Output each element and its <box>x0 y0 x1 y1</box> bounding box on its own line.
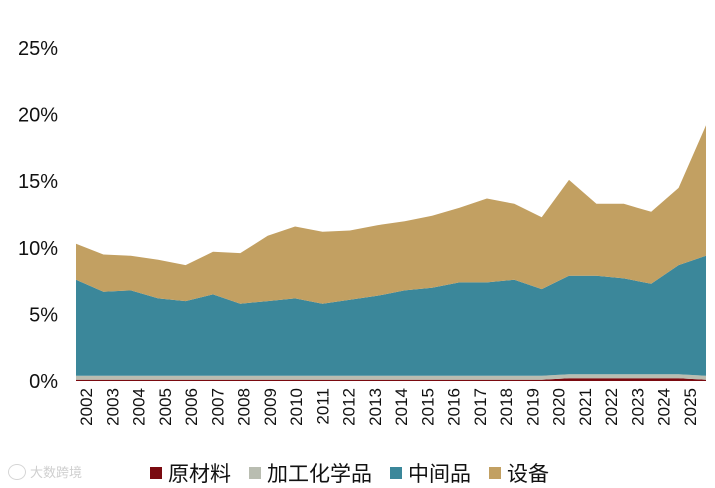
plot-area <box>76 125 706 381</box>
x-tick-label: 2019 <box>523 388 542 426</box>
legend-swatch <box>390 467 402 479</box>
x-tick-label: 2003 <box>103 388 122 426</box>
x-tick-label: 2024 <box>655 388 674 426</box>
x-tick-label: 2011 <box>313 388 332 425</box>
y-tick-label: 10% <box>18 238 58 260</box>
legend-item-equipment: 设备 <box>489 458 549 488</box>
legend-swatch <box>489 467 501 479</box>
x-tick-label: 2008 <box>235 388 254 426</box>
legend-label: 设备 <box>507 462 549 486</box>
x-axis: 2002 2003 2004 2005 2006 2007 2008 2009 2010 2011… <box>77 388 700 426</box>
area-series-1 <box>76 374 706 380</box>
x-tick-label: 2025 <box>681 388 700 426</box>
legend: 原材料 加工化学品 中间品 设备 <box>150 458 549 488</box>
x-tick-label: 2020 <box>550 388 569 426</box>
watermark: 大数跨境 <box>8 462 82 481</box>
legend-label: 加工化学品 <box>267 462 372 486</box>
x-tick-label: 2004 <box>130 388 149 426</box>
y-tick-label: 15% <box>18 171 58 193</box>
x-tick-label: 2012 <box>340 388 359 426</box>
x-tick-label: 2005 <box>156 388 175 426</box>
legend-label: 中间品 <box>408 462 471 486</box>
x-tick-label: 2016 <box>445 388 464 426</box>
legend-item-raw-materials: 原材料 <box>150 458 231 488</box>
area-series-0 <box>76 378 706 381</box>
area-series-3 <box>76 125 706 304</box>
legend-swatch <box>249 467 261 479</box>
x-tick-label: 2021 <box>576 388 595 426</box>
x-tick-label: 2009 <box>261 388 280 426</box>
y-axis: 0% 5% 10% 15% 20% 25% <box>18 38 58 393</box>
x-tick-label: 2014 <box>392 388 411 426</box>
watermark-logo-icon <box>8 463 26 480</box>
area-series-2 <box>76 255 706 376</box>
x-tick-label: 2018 <box>497 388 516 426</box>
x-tick-label: 2015 <box>418 388 437 426</box>
y-tick-label: 5% <box>29 304 58 326</box>
y-tick-label: 25% <box>18 38 58 60</box>
legend-item-processed-chemicals: 加工化学品 <box>249 458 372 488</box>
y-tick-label: 20% <box>18 105 58 127</box>
legend-item-intermediate-goods: 中间品 <box>390 458 471 488</box>
legend-label: 原材料 <box>168 462 231 486</box>
x-tick-label: 2023 <box>628 388 647 426</box>
x-tick-label: 2002 <box>77 388 96 426</box>
x-tick-label: 2006 <box>182 388 201 426</box>
legend-swatch <box>150 467 162 479</box>
x-tick-label: 2022 <box>602 388 621 426</box>
y-tick-label: 0% <box>29 371 58 393</box>
watermark-text: 大数跨境 <box>30 466 83 481</box>
x-tick-label: 2017 <box>471 388 490 426</box>
x-tick-label: 2010 <box>287 388 306 426</box>
x-tick-label: 2007 <box>208 388 227 426</box>
x-tick-label: 2013 <box>366 388 385 426</box>
